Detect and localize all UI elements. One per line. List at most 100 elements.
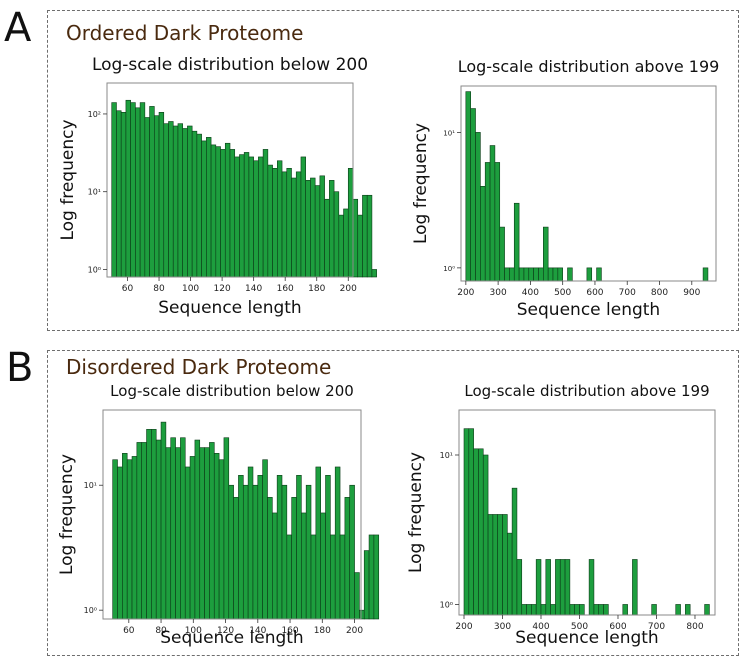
panel-a-title: Ordered Dark Proteome (66, 21, 304, 45)
histogram-bar (257, 475, 263, 620)
histogram-bar (499, 226, 505, 282)
histogram-bar (347, 168, 354, 278)
x-tick-label: 180 (314, 626, 331, 636)
histogram-bar (252, 484, 259, 620)
histogram-bar (559, 559, 566, 616)
histogram-bar (487, 514, 494, 616)
histogram-bar (209, 442, 215, 620)
y-tick-label: 10¹ (443, 129, 455, 137)
histogram-bar (603, 604, 609, 616)
histogram-bar (277, 160, 283, 278)
histogram-bar (531, 604, 537, 616)
x-tick-label: 140 (249, 626, 266, 636)
histogram-bar (371, 269, 377, 278)
histogram-bar (366, 194, 373, 278)
histogram-bar (675, 604, 681, 616)
histogram-bar (305, 180, 311, 278)
histogram-bar (286, 534, 292, 620)
histogram-bar (272, 512, 278, 620)
histogram-bar (470, 108, 476, 282)
x-tick-label: 120 (217, 626, 234, 636)
histogram-bar (343, 208, 349, 278)
histogram-bar (234, 156, 240, 278)
y-tick-label: 10⁰ (88, 265, 101, 274)
x-tick-label: 800 (686, 622, 703, 632)
histogram-bar (484, 162, 491, 282)
x-axis-label: Sequence length (515, 628, 658, 648)
x-tick-label: 200 (457, 288, 474, 298)
histogram-bar (206, 137, 212, 278)
y-tick-label: 10⁰ (84, 606, 97, 615)
histogram-bar (267, 497, 273, 620)
histogram-bar (357, 214, 363, 278)
disordered_above-chart: 200 300 400 500 600 700 800 10⁰ 10¹ Log-scale dis… (406, 382, 716, 648)
x-tick-label: 600 (609, 622, 626, 632)
histogram-bar (473, 448, 479, 616)
x-tick-label: 200 (455, 622, 472, 632)
histogram-bar (139, 102, 146, 278)
histogram-bar (533, 267, 539, 282)
histogram-bar (180, 437, 186, 620)
x-tick-label: 60 (122, 284, 134, 294)
panel-b-letter: B (6, 345, 34, 391)
histogram-bar (154, 115, 160, 278)
histogram-bar (172, 125, 179, 278)
histogram-bar (155, 439, 162, 620)
x-tick-label: 140 (245, 284, 262, 294)
histogram-bar (593, 604, 600, 616)
histogram-bar (281, 484, 288, 620)
histogram-bar (511, 487, 518, 616)
x-tick-label: 80 (155, 626, 167, 636)
histogram-bar (305, 484, 312, 620)
histogram-bar (158, 112, 165, 278)
histogram-bar (362, 194, 368, 278)
histogram-bar (516, 559, 523, 616)
histogram-bar (598, 604, 604, 616)
histogram-bar (204, 447, 210, 620)
x-tick-label: 300 (494, 622, 511, 632)
histogram-bar (557, 267, 563, 282)
x-tick-label: 400 (522, 288, 539, 298)
histogram-bar (242, 484, 249, 620)
histogram-bar (286, 168, 292, 278)
histogram-bar (223, 437, 230, 620)
histogram-bar (494, 162, 501, 282)
histogram-bar (314, 185, 321, 278)
histogram-bar (126, 459, 133, 620)
histogram-bar (704, 604, 710, 616)
x-tick-label: 200 (346, 626, 363, 636)
histogram-bar (238, 475, 244, 620)
x-tick-label: 700 (619, 288, 636, 298)
histogram-bar (492, 514, 498, 616)
histogram-bar (210, 144, 217, 278)
plot-frame (102, 409, 362, 620)
histogram-bar (165, 447, 172, 620)
x-axis-label: Sequence length (158, 298, 301, 318)
histogram-bar (324, 198, 330, 278)
histogram-bar (267, 164, 273, 278)
x-tick-label: 160 (281, 626, 298, 636)
chart-title: Log-scale distribution above 199 (458, 57, 720, 76)
x-axis-label: Sequence length (517, 300, 660, 320)
panel-b-title: Disordered Dark Proteome (66, 355, 332, 379)
histogram-bar (276, 475, 283, 620)
histogram-bar (194, 439, 201, 620)
histogram-bar (224, 142, 231, 278)
histogram-bar (239, 154, 245, 278)
histogram-bar (497, 514, 503, 616)
histogram-bar (116, 110, 122, 278)
histogram-bar (502, 514, 508, 616)
histogram-bar (622, 604, 628, 616)
histogram-bar (535, 559, 542, 616)
histogram-bar (545, 559, 551, 616)
histogram-bar (632, 559, 638, 616)
histogram-bar (170, 437, 176, 620)
x-tick-label: 300 (490, 288, 507, 298)
histogram-bar (465, 91, 471, 282)
histogram-bar (339, 534, 346, 620)
histogram-bar (579, 604, 585, 616)
histogram-bar (564, 559, 571, 616)
histogram-bar (199, 447, 205, 620)
histogram-bar (262, 149, 269, 278)
